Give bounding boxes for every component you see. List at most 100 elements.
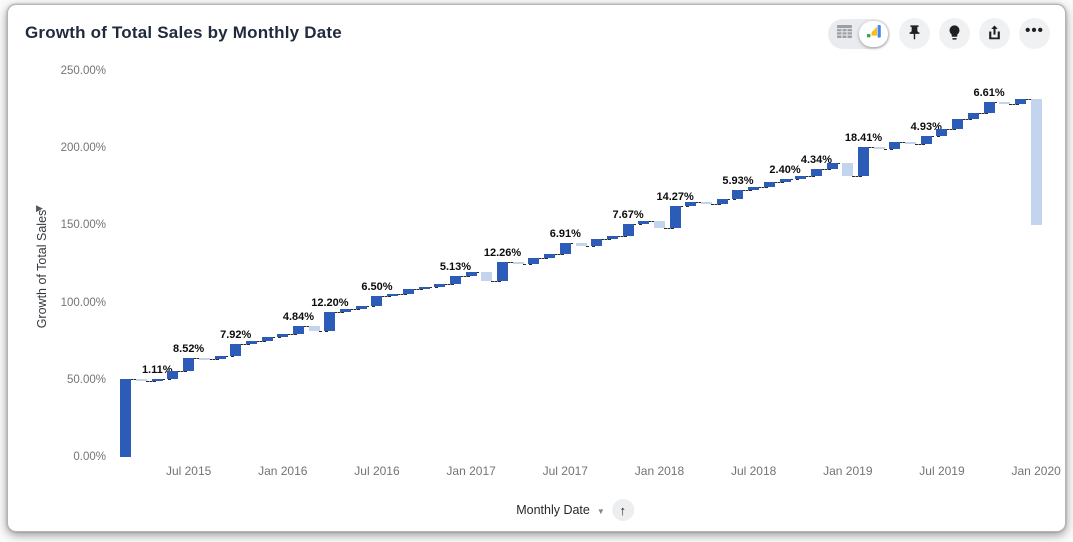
- waterfall-bar[interactable]: [810, 169, 822, 176]
- waterfall-connector: [130, 379, 141, 381]
- waterfall-bar[interactable]: [434, 283, 446, 288]
- waterfall-bar[interactable]: [198, 358, 210, 361]
- waterfall-connector: [146, 380, 156, 382]
- chevron-down-icon[interactable]: ▼: [596, 506, 605, 516]
- waterfall-bar[interactable]: [748, 186, 760, 191]
- waterfall-bar[interactable]: [465, 271, 477, 276]
- waterfall-bar[interactable]: [983, 102, 995, 113]
- waterfall-bar[interactable]: [967, 112, 979, 120]
- table-view-button[interactable]: [830, 21, 859, 47]
- waterfall-connector: [177, 371, 188, 373]
- waterfall-bar[interactable]: [528, 258, 540, 264]
- waterfall-bar[interactable]: [449, 275, 461, 284]
- waterfall-bar[interactable]: [779, 178, 791, 183]
- waterfall-bar[interactable]: [936, 129, 948, 137]
- x-axis-tick-label: Jul 2015: [165, 464, 212, 478]
- waterfall-bar[interactable]: [873, 147, 885, 150]
- waterfall-bar[interactable]: [842, 162, 854, 176]
- waterfall-bar[interactable]: [559, 242, 571, 254]
- waterfall-bar[interactable]: [324, 312, 336, 332]
- waterfall-bar[interactable]: [889, 142, 901, 149]
- bar-value-label: 2.40%: [769, 163, 801, 176]
- share-button[interactable]: [979, 18, 1010, 49]
- insights-button[interactable]: [939, 18, 970, 49]
- waterfall-bar[interactable]: [905, 142, 917, 145]
- waterfall-bar[interactable]: [355, 305, 367, 310]
- waterfall-bar[interactable]: [340, 309, 352, 313]
- waterfall-connector: [616, 235, 627, 237]
- dashboard-tile-card: Growth of Total Sales by Monthly Date: [7, 4, 1066, 532]
- waterfall-bar[interactable]: [606, 235, 618, 239]
- waterfall-bar[interactable]: [387, 293, 399, 296]
- waterfall-bar[interactable]: [685, 202, 697, 207]
- waterfall-bar[interactable]: [826, 162, 838, 170]
- waterfall-bar[interactable]: [638, 220, 650, 224]
- waterfall-bar[interactable]: [308, 326, 320, 332]
- arrow-up-icon: ↑: [619, 502, 627, 518]
- waterfall-bar[interactable]: [402, 289, 414, 294]
- view-toggle: [828, 18, 890, 49]
- waterfall-bar[interactable]: [952, 119, 964, 130]
- waterfall-bar[interactable]: [230, 343, 242, 356]
- waterfall-connector: [334, 312, 345, 314]
- waterfall-bar[interactable]: [245, 340, 257, 344]
- waterfall-bar[interactable]: [214, 355, 226, 360]
- x-axis-tick-label: Jan 2019: [823, 464, 873, 478]
- waterfall-connector: [538, 258, 549, 260]
- y-axis-tick-label: 50.00%: [66, 373, 106, 386]
- waterfall-connector: [302, 326, 313, 328]
- waterfall-bar[interactable]: [481, 271, 493, 281]
- waterfall-bar[interactable]: [292, 326, 304, 334]
- more-options-button[interactable]: •••: [1019, 18, 1050, 49]
- waterfall-bar[interactable]: [512, 261, 524, 264]
- waterfall-bar[interactable]: [763, 182, 775, 187]
- y-axis-expand-icon[interactable]: ▶: [36, 203, 43, 213]
- pin-button[interactable]: [899, 18, 930, 49]
- bar-value-label: 4.84%: [282, 311, 315, 324]
- waterfall-bar[interactable]: [371, 295, 383, 306]
- waterfall-bar[interactable]: [151, 378, 163, 381]
- waterfall-bar[interactable]: [653, 220, 665, 229]
- waterfall-bar[interactable]: [795, 175, 807, 179]
- waterfall-connector: [883, 148, 894, 150]
- chart-view-button[interactable]: [859, 20, 888, 47]
- sort-ascending-button[interactable]: ↑: [611, 499, 634, 521]
- waterfall-bar[interactable]: [497, 261, 509, 281]
- waterfall-connector: [240, 343, 250, 345]
- waterfall-bar[interactable]: [716, 199, 728, 205]
- waterfall-bar[interactable]: [167, 371, 179, 379]
- x-axis-tick-label: Jan 2020: [1011, 464, 1061, 478]
- waterfall-bar[interactable]: [999, 102, 1011, 105]
- waterfall-bar[interactable]: [1030, 98, 1042, 226]
- waterfall-connector: [224, 355, 235, 357]
- waterfall-bar[interactable]: [277, 333, 289, 337]
- waterfall-bar[interactable]: [701, 202, 713, 205]
- waterfall-bar[interactable]: [669, 206, 681, 229]
- waterfall-bar[interactable]: [732, 190, 744, 200]
- x-axis-title[interactable]: Monthly Date: [516, 503, 590, 517]
- waterfall-bar[interactable]: [920, 136, 932, 144]
- x-axis-tick-label: Jan 2016: [258, 464, 308, 478]
- waterfall-bar[interactable]: [544, 253, 556, 259]
- waterfall-connector: [663, 228, 674, 230]
- waterfall-connector: [601, 239, 611, 241]
- waterfall-connector: [805, 175, 815, 177]
- waterfall-bar[interactable]: [120, 379, 132, 457]
- waterfall-bar[interactable]: [591, 239, 603, 247]
- waterfall-bar[interactable]: [261, 336, 273, 341]
- waterfall-bar[interactable]: [418, 287, 430, 290]
- waterfall-connector: [836, 162, 847, 164]
- x-axis-label-group: Monthly Date ▼ ↑: [516, 499, 634, 521]
- y-axis-tick-label: 200.00%: [60, 142, 106, 155]
- waterfall-bar[interactable]: [858, 147, 869, 176]
- waterfall-bar[interactable]: [575, 242, 587, 247]
- waterfall-bar[interactable]: [1014, 98, 1026, 104]
- bar-value-label: 8.52%: [173, 343, 205, 356]
- waterfall-connector: [287, 333, 297, 335]
- lightbulb-icon: [946, 24, 963, 44]
- bar-value-label: 6.61%: [973, 87, 1005, 100]
- waterfall-bar[interactable]: [183, 358, 195, 372]
- waterfall-bar[interactable]: [136, 379, 148, 382]
- bar-value-label: 1.11%: [141, 363, 173, 376]
- waterfall-bar[interactable]: [622, 223, 634, 236]
